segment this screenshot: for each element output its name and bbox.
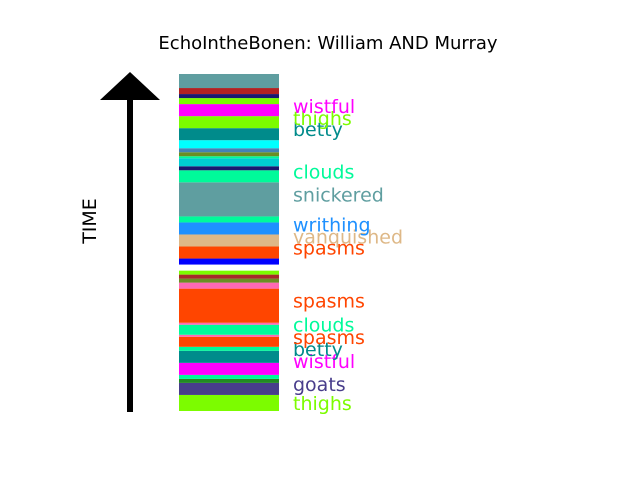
bar-segment-9: [179, 334, 279, 337]
bar-segment-15: [179, 274, 279, 279]
bar-segment-6: [179, 350, 279, 363]
segment-label-1: thighs: [293, 393, 352, 415]
bar-segment-26: [179, 158, 279, 167]
bar-segment-16: [179, 270, 279, 275]
segment-label-7: spasms: [293, 291, 365, 313]
bar-segment-34: [179, 98, 279, 105]
bar-segment-33: [179, 104, 279, 117]
bar-segment-20: [179, 234, 279, 247]
bar-segment-7: [179, 346, 279, 351]
bar-segment-17: [179, 264, 279, 271]
segment-label-4: betty: [293, 339, 343, 361]
bar-segment-24: [179, 170, 279, 183]
bar-segment-11: [179, 322, 279, 325]
bar-segment-5: [179, 362, 279, 375]
bar-segment-37: [179, 74, 279, 89]
y-axis-label: TIME: [79, 198, 101, 245]
segment-label-9: vanquished: [293, 226, 403, 248]
bar-segment-23: [179, 182, 279, 217]
time-arrow-head: [100, 72, 160, 100]
bar-segment-8: [179, 336, 279, 347]
time-arrow-shaft: [127, 98, 133, 412]
bar-segment-21: [179, 222, 279, 235]
segment-label-3: wistful: [293, 351, 355, 373]
chart-title: EchoIntheBonen: William AND Murray: [158, 33, 497, 54]
bar-segment-3: [179, 378, 279, 383]
bar-segment-4: [179, 374, 279, 379]
bar-segment-25: [179, 166, 279, 171]
segment-label-13: betty: [293, 119, 343, 141]
segment-label-12: clouds: [293, 161, 354, 183]
bar-segment-22: [179, 216, 279, 223]
bar-segment-32: [179, 116, 279, 129]
segment-label-14: thighs: [293, 108, 352, 130]
segment-label-5: spasms: [293, 327, 365, 349]
bar-segment-19: [179, 246, 279, 259]
segment-label-11: snickered: [293, 184, 384, 206]
segment-label-8: spasms: [293, 238, 365, 260]
bar-segment-14: [179, 278, 279, 283]
time-arrow: [100, 72, 160, 412]
bar-segment-29: [179, 148, 279, 153]
bar-segment-27: [179, 156, 279, 159]
bar-segment-36: [179, 88, 279, 95]
bar-segment-35: [179, 94, 279, 99]
segment-label-15: wistful: [293, 96, 355, 118]
bar-segment-13: [179, 282, 279, 289]
bar-segment-12: [179, 288, 279, 323]
segment-label-2: goats: [293, 374, 346, 396]
bar-segment-30: [179, 140, 279, 149]
stacked-bar: [179, 74, 279, 411]
segment-labels: thighsgoatswistfulbettyspasmscloudsspasm…: [293, 96, 403, 415]
bar-segment-1: [179, 394, 279, 411]
segment-label-10: writhing: [293, 214, 371, 236]
segment-label-6: clouds: [293, 315, 354, 337]
bar-segment-2: [179, 382, 279, 395]
bar-segment-31: [179, 128, 279, 141]
bar-segment-28: [179, 152, 279, 157]
bar-segment-10: [179, 324, 279, 335]
bar-segment-18: [179, 258, 279, 265]
